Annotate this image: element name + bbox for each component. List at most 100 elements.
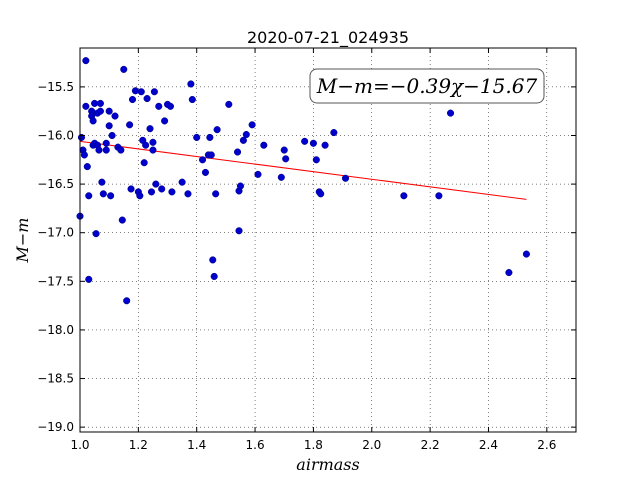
data-point — [234, 148, 242, 156]
data-point — [207, 151, 215, 159]
data-points — [76, 57, 530, 305]
data-point — [92, 230, 100, 238]
data-point — [198, 156, 207, 164]
annotation-box: M−m=−0.39χ−15.67 — [309, 68, 545, 104]
data-point — [400, 192, 408, 200]
y-tick-label: −19.0 — [37, 420, 74, 434]
data-point — [143, 95, 151, 103]
x-tick-label: 1.0 — [70, 438, 89, 452]
data-point — [108, 131, 116, 140]
data-point — [140, 159, 148, 167]
data-point — [117, 146, 125, 154]
data-point — [155, 102, 163, 110]
data-point — [82, 57, 90, 65]
data-point — [96, 107, 104, 115]
data-point — [184, 190, 192, 198]
x-tick-label: 1.8 — [304, 438, 323, 452]
y-tick-label: −17.5 — [37, 274, 74, 288]
data-point — [212, 190, 220, 198]
data-point — [152, 180, 160, 188]
data-point — [280, 146, 288, 154]
data-point — [236, 182, 245, 190]
data-point — [98, 178, 106, 186]
data-point — [158, 185, 166, 193]
data-point — [301, 137, 309, 145]
y-tick-label: −18.5 — [37, 372, 74, 386]
data-point — [102, 139, 110, 147]
data-point — [446, 109, 455, 117]
plot-area: 1.0 1.2 1.4 1.6 1.8 2.0 2.2 2.4 2.6 −15.5 −16.0 −16… — [37, 47, 577, 452]
y-tick-label: −18.0 — [37, 323, 74, 337]
x-axis-label: airmass — [296, 455, 359, 474]
data-point — [146, 125, 154, 133]
data-point — [126, 121, 134, 129]
data-point — [85, 275, 93, 283]
y-tick-label: −15.5 — [37, 80, 74, 94]
data-point — [309, 139, 317, 147]
data-point — [120, 65, 128, 73]
data-point — [161, 117, 169, 125]
plot-frame — [79, 47, 577, 433]
y-tick-label: −16.5 — [37, 177, 74, 191]
data-point — [105, 122, 113, 130]
chart-title: 2020-07-21_024935 — [247, 28, 409, 48]
data-point — [206, 133, 214, 141]
data-point — [149, 146, 157, 154]
y-tick-label: −16.0 — [37, 128, 74, 142]
data-point — [105, 107, 113, 115]
data-point — [80, 151, 88, 159]
data-point — [107, 192, 115, 200]
data-point — [142, 141, 150, 149]
data-point — [187, 80, 195, 88]
data-point — [131, 87, 139, 95]
y-tick-label: −17.0 — [37, 226, 74, 240]
data-point — [522, 250, 530, 258]
fit-equation: M−m=−0.39χ−15.67 — [316, 74, 538, 98]
x-tick-label: 2.0 — [362, 438, 381, 452]
data-point — [248, 121, 256, 129]
data-point — [136, 192, 144, 200]
data-point — [201, 168, 210, 176]
data-point — [254, 170, 262, 178]
data-point — [505, 269, 513, 277]
plot-background — [80, 48, 576, 432]
data-point — [312, 156, 320, 164]
x-tick-label: 1.4 — [187, 438, 206, 452]
data-point — [239, 136, 247, 144]
data-point — [89, 117, 97, 125]
data-point — [85, 192, 93, 200]
data-point — [166, 102, 174, 110]
data-point — [168, 188, 176, 196]
data-point — [330, 129, 338, 137]
data-point — [225, 100, 233, 108]
data-point — [277, 173, 285, 181]
data-point — [193, 133, 201, 141]
data-point — [137, 88, 145, 96]
data-point — [321, 141, 329, 149]
x-tick-label: 2.4 — [479, 438, 498, 452]
data-point — [341, 174, 350, 182]
data-point — [149, 138, 157, 146]
data-point — [282, 155, 290, 163]
data-point — [260, 141, 268, 149]
data-point — [213, 126, 221, 134]
data-point — [150, 88, 158, 96]
data-point — [317, 190, 325, 198]
y-axis-label: M−m — [13, 218, 32, 264]
x-tick-label: 2.6 — [537, 438, 556, 452]
data-point — [95, 146, 103, 154]
axis-ticks: 1.0 1.2 1.4 1.6 1.8 2.0 2.2 2.4 2.6 −15.5 −16.0 −16… — [37, 48, 576, 452]
x-tick-label: 1.6 — [246, 438, 265, 452]
data-point — [83, 163, 91, 171]
x-tick-label: 1.2 — [129, 438, 148, 452]
data-point — [111, 112, 119, 120]
data-point — [188, 95, 196, 104]
data-point — [102, 146, 110, 154]
data-point — [210, 272, 218, 281]
data-point — [99, 190, 107, 198]
data-point — [209, 256, 217, 264]
data-point — [127, 185, 135, 193]
data-point — [435, 192, 443, 200]
annotation-frame — [309, 68, 545, 104]
data-point — [96, 99, 104, 107]
